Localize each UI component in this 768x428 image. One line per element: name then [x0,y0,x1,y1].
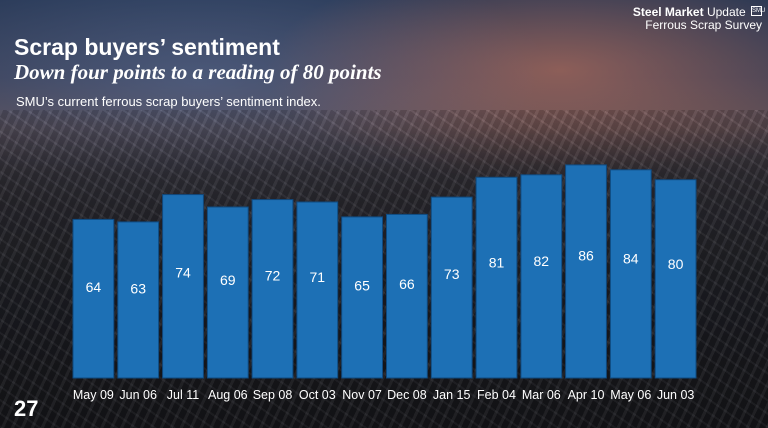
brand-name-bold: Steel Market [632,5,704,19]
x-tick-label-13: Jun 03 [657,388,695,402]
bar-11 [565,164,607,379]
page-number: 27 [14,396,39,421]
x-tick-label-0: May 09 [73,388,114,402]
brand-name-rest: Update [706,5,746,19]
bar-value-label-13: 80 [668,256,684,272]
bar-1 [117,221,160,379]
bar-10 [520,174,563,379]
brand-survey: Ferrous Scrap Survey [645,18,762,32]
page-title: Scrap buyers’ sentiment [14,34,280,60]
bar-value-label-11: 86 [578,247,594,263]
page-subtitle: Down four points to a reading of 80 poin… [14,60,382,84]
bar-value-label-9: 81 [489,255,505,271]
bar-7 [386,213,428,379]
brand-logo: Steel Market Update SMU Ferrous Scrap Su… [632,5,766,32]
bar-value-label-6: 65 [354,278,370,294]
bar-value-label-12: 84 [623,250,639,266]
x-tick-label-6: Nov 07 [342,388,382,402]
bar-13 [654,179,697,379]
bar-6 [341,216,384,379]
x-tick-label-10: Mar 06 [522,388,561,402]
bar-value-label-2: 74 [175,265,191,281]
bar-3 [206,206,249,379]
bar-value-label-3: 69 [220,272,236,288]
x-tick-label-11: Apr 10 [568,388,605,402]
x-tick-label-12: May 06 [610,388,651,402]
bar-12 [609,169,652,379]
chart-x-tick-labels: May 09 Jun 06 Jul 11 Aug 06 Sep 08 Oct 03 Nov … [73,388,695,402]
chart-bars [72,164,697,379]
x-tick-label-5: Oct 03 [299,388,336,402]
x-tick-label-9: Feb 04 [477,388,516,402]
bar-5 [296,201,339,379]
bar-value-label-4: 72 [265,268,281,284]
x-tick-label-2: Jul 11 [167,388,199,402]
brand-mark-icon: SMU [751,6,766,16]
x-tick-label-8: Jan 15 [433,388,471,402]
bar-9 [475,176,518,379]
x-tick-label-3: Aug 06 [208,388,248,402]
x-tick-label-4: Sep 08 [253,388,293,402]
bar-value-label-1: 63 [130,280,146,296]
bar-value-label-10: 82 [534,253,550,269]
chart-value-labels: 64 63 74 69 72 71 65 66 73 81 82 86 84 80 [86,247,684,296]
bar-4 [251,199,294,379]
x-tick-label-1: Jun 06 [119,388,157,402]
bar-0 [72,218,115,379]
brand-name: Steel Market Update SMU [632,5,766,19]
bar-value-label-5: 71 [310,269,326,285]
bar-value-label-0: 64 [86,279,102,295]
bar-8 [430,196,473,379]
bar-2 [162,194,204,379]
chart-description: SMU’s current ferrous scrap buyers’ sent… [16,94,321,109]
x-tick-label-7: Dec 08 [387,388,427,402]
bar-value-label-7: 66 [399,276,415,292]
bar-value-label-8: 73 [444,266,460,282]
